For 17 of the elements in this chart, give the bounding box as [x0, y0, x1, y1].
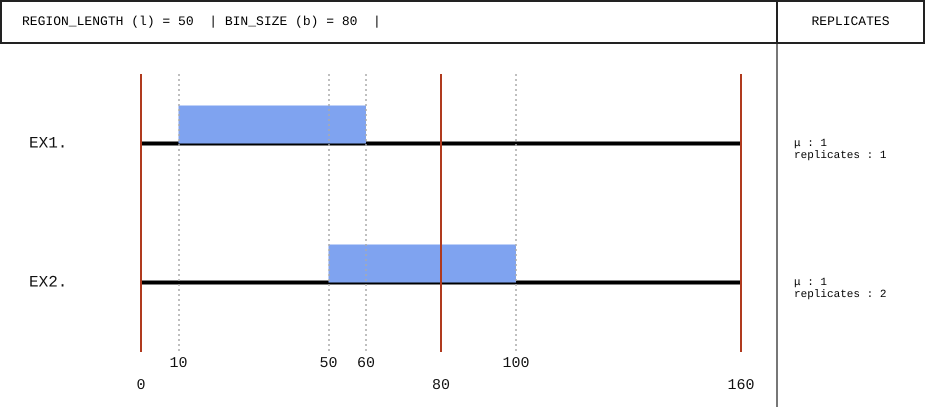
x-tick-label: 10: [169, 355, 188, 372]
text: replicates : 1: [794, 150, 886, 162]
bar: [328, 244, 516, 282]
ref-line-label: 0: [136, 377, 146, 394]
bar: [178, 106, 366, 144]
ref-line-label: 160: [727, 377, 755, 394]
ref-line-label: 80: [432, 377, 450, 394]
chart-title: REGION_LENGTH (l) = 50 | BIN_SIZE (b) = 80 |: [0, 0, 776, 44]
y-tick-label: EX2.: [29, 274, 68, 292]
text: REPLICATES: [776, 0, 925, 44]
x-tick-label: 100: [502, 355, 530, 372]
x-tick-label: 60: [356, 355, 376, 372]
text: replicates : 2: [794, 288, 886, 300]
text: μ : 1: [794, 138, 828, 150]
text: μ : 1: [794, 276, 828, 288]
y-tick-label: EX1.: [29, 134, 68, 152]
x-tick-label: 50: [319, 355, 338, 372]
